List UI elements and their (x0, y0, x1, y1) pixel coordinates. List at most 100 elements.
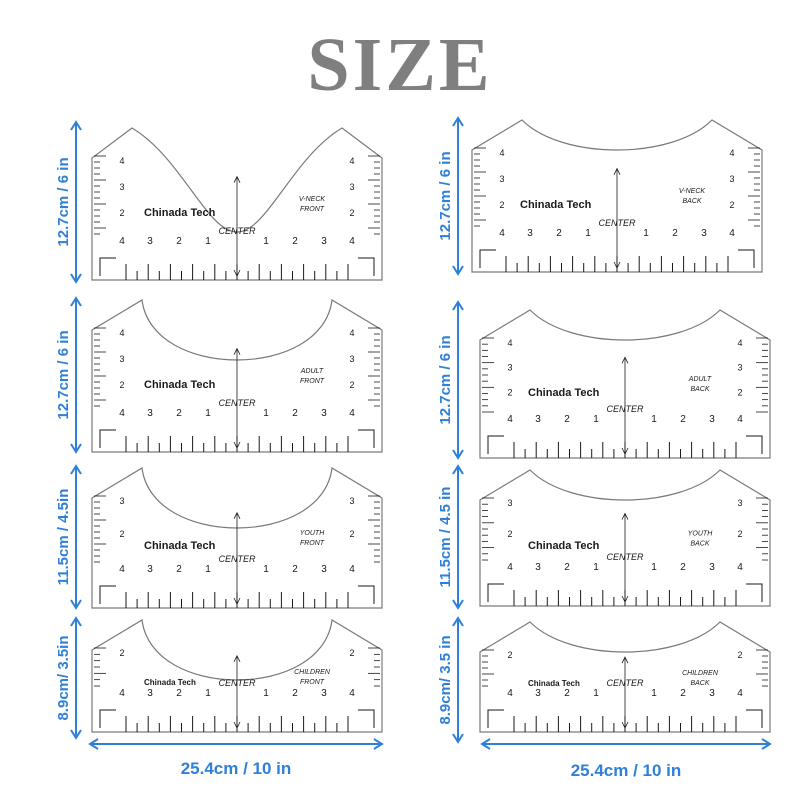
corner-bracket (746, 709, 763, 728)
side-number: 3 (119, 182, 124, 192)
ruler-number: 3 (321, 236, 327, 247)
height-label: 11.5cm / 4.5 in (437, 487, 454, 588)
ruler-number: 2 (556, 228, 562, 239)
height-dimension: 12.7cm / 6 in (437, 300, 464, 460)
side-number: 2 (119, 208, 124, 218)
side-number: 2 (349, 529, 354, 539)
corner-bracket (358, 585, 375, 604)
corner-bracket (487, 435, 504, 454)
ruler-number: 3 (321, 408, 327, 419)
brand-label: Chinada Tech (520, 199, 592, 211)
arrow-up-icon (233, 347, 241, 355)
corner-bracket (358, 429, 375, 448)
ruler-number: 1 (205, 688, 211, 699)
height-label: 12.7cm / 6 in (437, 335, 454, 424)
ruler-number: 1 (593, 688, 599, 699)
side-number: 2 (507, 529, 512, 539)
ruler-number: 4 (507, 562, 513, 573)
ruler-number: 1 (205, 408, 211, 419)
ruler-number: 1 (651, 562, 657, 573)
style-label: BACK (682, 198, 701, 205)
ruler-outline (91, 299, 383, 453)
center-label: CENTER (218, 554, 256, 564)
style-label: ADULT (688, 376, 712, 383)
arrow-down-icon (613, 261, 621, 269)
arrow-up-icon (452, 464, 464, 475)
ruler-number: 3 (147, 564, 153, 575)
ruler-number: 2 (680, 414, 686, 425)
corner-bracket (487, 583, 504, 602)
arrow-down-icon (621, 447, 629, 455)
side-number: 4 (349, 156, 354, 166)
side-number: 4 (729, 148, 734, 158)
ruler-number: 3 (709, 562, 715, 573)
corner-bracket (99, 585, 116, 604)
height-dimension: 8.9cm/ 3.5in (55, 616, 82, 740)
arrow-up-icon (70, 464, 82, 475)
side-number: 4 (119, 156, 124, 166)
ruler-number: 4 (119, 564, 125, 575)
ruler-number: 3 (701, 228, 707, 239)
ruler-number: 1 (263, 236, 269, 247)
width-label: 25.4cm / 10 in (571, 761, 682, 780)
side-number: 2 (507, 650, 512, 660)
ruler-number: 2 (564, 414, 570, 425)
side-number: 3 (119, 496, 124, 506)
width-dimension: 25.4cm / 10 in (88, 738, 384, 778)
ruler-number: 1 (643, 228, 649, 239)
ruler-number: 2 (292, 408, 298, 419)
style-label: CHILDREN (294, 669, 331, 676)
corner-bracket (358, 709, 375, 728)
side-number: 2 (507, 387, 512, 397)
width-label: 25.4cm / 10 in (181, 759, 292, 778)
arrow-up-icon (621, 356, 629, 364)
ruler-number: 2 (176, 564, 182, 575)
ruler-number: 1 (651, 688, 657, 699)
arrow-right-icon (373, 738, 384, 750)
ruler-number: 4 (119, 236, 125, 247)
center-label: CENTER (218, 398, 256, 408)
ruler-number: 2 (672, 228, 678, 239)
ruler-outline (91, 467, 383, 609)
arrow-down-icon (70, 599, 82, 610)
ruler-number: 1 (263, 408, 269, 419)
corner-bracket (746, 435, 763, 454)
ruler-number: 2 (292, 236, 298, 247)
ruler-number: 4 (507, 414, 513, 425)
side-number: 2 (349, 648, 354, 658)
arrow-up-icon (233, 175, 241, 183)
corner-bracket (99, 257, 116, 276)
arrow-up-icon (233, 654, 241, 663)
ruler-number: 1 (205, 564, 211, 575)
side-number: 3 (737, 363, 742, 373)
ruler-template: 4 3 2 1 1 2 3 4 2 2 CENTER Chinada Tech CHILDREN FRON… (91, 619, 383, 733)
side-number: 2 (737, 650, 742, 660)
height-dimension: 8.9cm/ 3.5 in (437, 616, 464, 744)
height-dimension: 11.5cm / 4.5 in (437, 464, 464, 610)
center-label: CENTER (218, 226, 256, 236)
side-number: 2 (119, 380, 124, 390)
side-number: 3 (499, 174, 504, 184)
ruler-number: 3 (321, 564, 327, 575)
arrow-down-icon (233, 441, 241, 449)
ruler-outline (479, 469, 771, 607)
side-number: 4 (349, 328, 354, 338)
ruler-number: 2 (292, 564, 298, 575)
arrow-right-icon (761, 738, 772, 750)
side-number: 4 (737, 338, 742, 348)
height-label: 12.7cm / 6 in (437, 151, 454, 240)
ruler-template: 4 3 2 1 1 2 3 4 4 4 3 3 2 2 CENTER Chinada Tech V-NECK BA… (471, 119, 763, 273)
brand-label: Chinada Tech (528, 540, 600, 552)
side-number: 3 (349, 182, 354, 192)
side-number: 2 (499, 200, 504, 210)
ruler-number: 4 (729, 228, 735, 239)
ruler-number: 4 (507, 688, 513, 699)
ruler-number: 4 (349, 564, 355, 575)
style-label: V-NECK (679, 188, 706, 195)
style-label: BACK (690, 680, 709, 687)
center-label: CENTER (598, 218, 636, 228)
corner-bracket (738, 249, 755, 268)
arrow-left-icon (480, 738, 491, 750)
ruler-number: 2 (564, 562, 570, 573)
